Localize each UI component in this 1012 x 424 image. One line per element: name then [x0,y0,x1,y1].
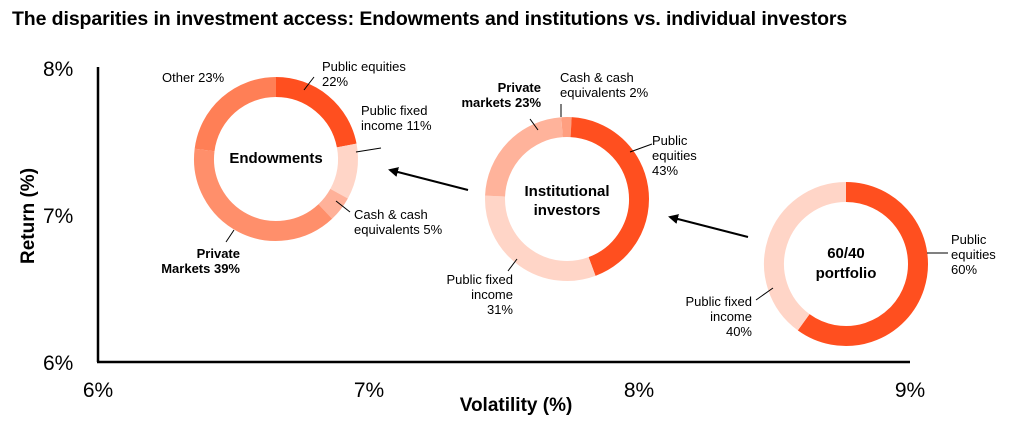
x-tick-label: 7% [354,379,384,402]
endowments-label-private-markets: Private [197,246,240,261]
endowments-label-public-fixed-income: income 11% [361,118,432,133]
endowments-label-public-fixed-income: Public fixed [361,103,427,118]
donut-segment [318,188,348,219]
portfolio-label-public-fixed-income: 40% [726,324,752,339]
institutional-label-private-markets: markets 23% [462,95,542,110]
x-tick-label: 6% [83,379,113,402]
portfolio-label-public-fixed-income: Public fixed [686,294,752,309]
institutional-label-public-equities: Public [652,133,688,148]
donut-segment [485,117,564,197]
donut-segment [194,77,277,152]
leader-line [755,287,774,301]
leader-line [629,143,653,153]
leader-line [225,229,235,243]
leader-line [303,76,315,91]
donut-segment [797,182,928,346]
institutional-label-cash: Cash & cash [560,70,634,85]
donut-segment [275,77,357,148]
donut-segment [485,195,596,281]
donut-segment [194,148,333,241]
portfolio-center-label: 60/40 [827,245,865,262]
x-axis-title: Volatility (%) [460,395,573,416]
portfolio-label-public-equities: Public [951,232,987,247]
institutional-label-public-fixed-income: Public fixed [447,272,513,287]
endowments-label-other: Other 23% [162,70,225,85]
portfolio-label-public-equities: 60% [951,262,977,277]
donut-institutional-investors [485,117,649,281]
arrow-6040-to-institutional [668,214,749,238]
endowments-label-public-equities: Public equities [322,59,406,74]
endowments-label-public-equities: 22% [322,74,348,89]
institutional-label-public-fixed-income: income [471,287,513,302]
leader-line [507,258,518,272]
leader-line [335,200,351,213]
y-tick-label: 8% [43,58,73,81]
donut-60-40-portfolio [764,182,928,346]
endowments-center-label: Endowments [229,150,322,167]
portfolio-label-public-equities: equities [951,247,996,262]
institutional-label-public-equities: equities [652,148,697,163]
donut-segment [330,143,358,199]
leader-line [355,147,382,153]
x-tick-label: 8% [624,379,654,402]
endowments-label-cash: equivalents 5% [354,222,443,237]
donut-segment [764,182,847,331]
y-tick-label: 6% [43,352,73,375]
y-tick-label: 7% [43,205,73,228]
institutional-label-public-fixed-income: 31% [487,302,513,317]
x-tick-label: 9% [895,379,925,402]
y-axis-title: Return (%) [18,168,39,264]
institutional-center-label: investors [534,202,601,219]
endowments-label-cash: Cash & cash [354,207,428,222]
endowments-label-private-markets: Markets 39% [161,261,240,276]
portfolio-label-public-fixed-income: income [710,309,752,324]
arrow-institutional-to-endowments [388,167,469,191]
institutional-label-cash: equivalents 2% [560,85,649,100]
donut-endowments [194,77,358,241]
chart-title: The disparities in investment access: En… [12,8,848,30]
leader-lines [225,76,948,301]
institutional-center-label: Institutional [525,183,610,200]
leader-line [529,118,539,131]
institutional-label-public-equities: 43% [652,163,678,178]
donut-segment [570,117,649,276]
portfolio-center-label: portfolio [816,265,877,282]
institutional-label-private-markets: Private [498,80,541,95]
